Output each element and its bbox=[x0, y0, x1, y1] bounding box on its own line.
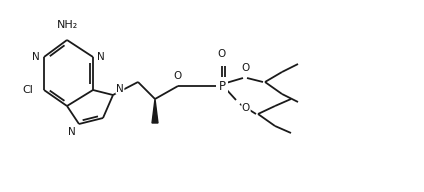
Text: N: N bbox=[97, 52, 105, 62]
Text: NH₂: NH₂ bbox=[56, 20, 78, 30]
Text: O: O bbox=[242, 103, 250, 113]
Text: O: O bbox=[218, 49, 226, 59]
Text: Cl: Cl bbox=[22, 85, 33, 95]
Text: N: N bbox=[68, 127, 76, 137]
Text: O: O bbox=[241, 63, 249, 73]
Text: N: N bbox=[32, 52, 40, 62]
Text: N: N bbox=[116, 84, 124, 94]
Text: P: P bbox=[218, 79, 226, 93]
Text: O: O bbox=[174, 71, 182, 81]
Polygon shape bbox=[152, 99, 158, 123]
